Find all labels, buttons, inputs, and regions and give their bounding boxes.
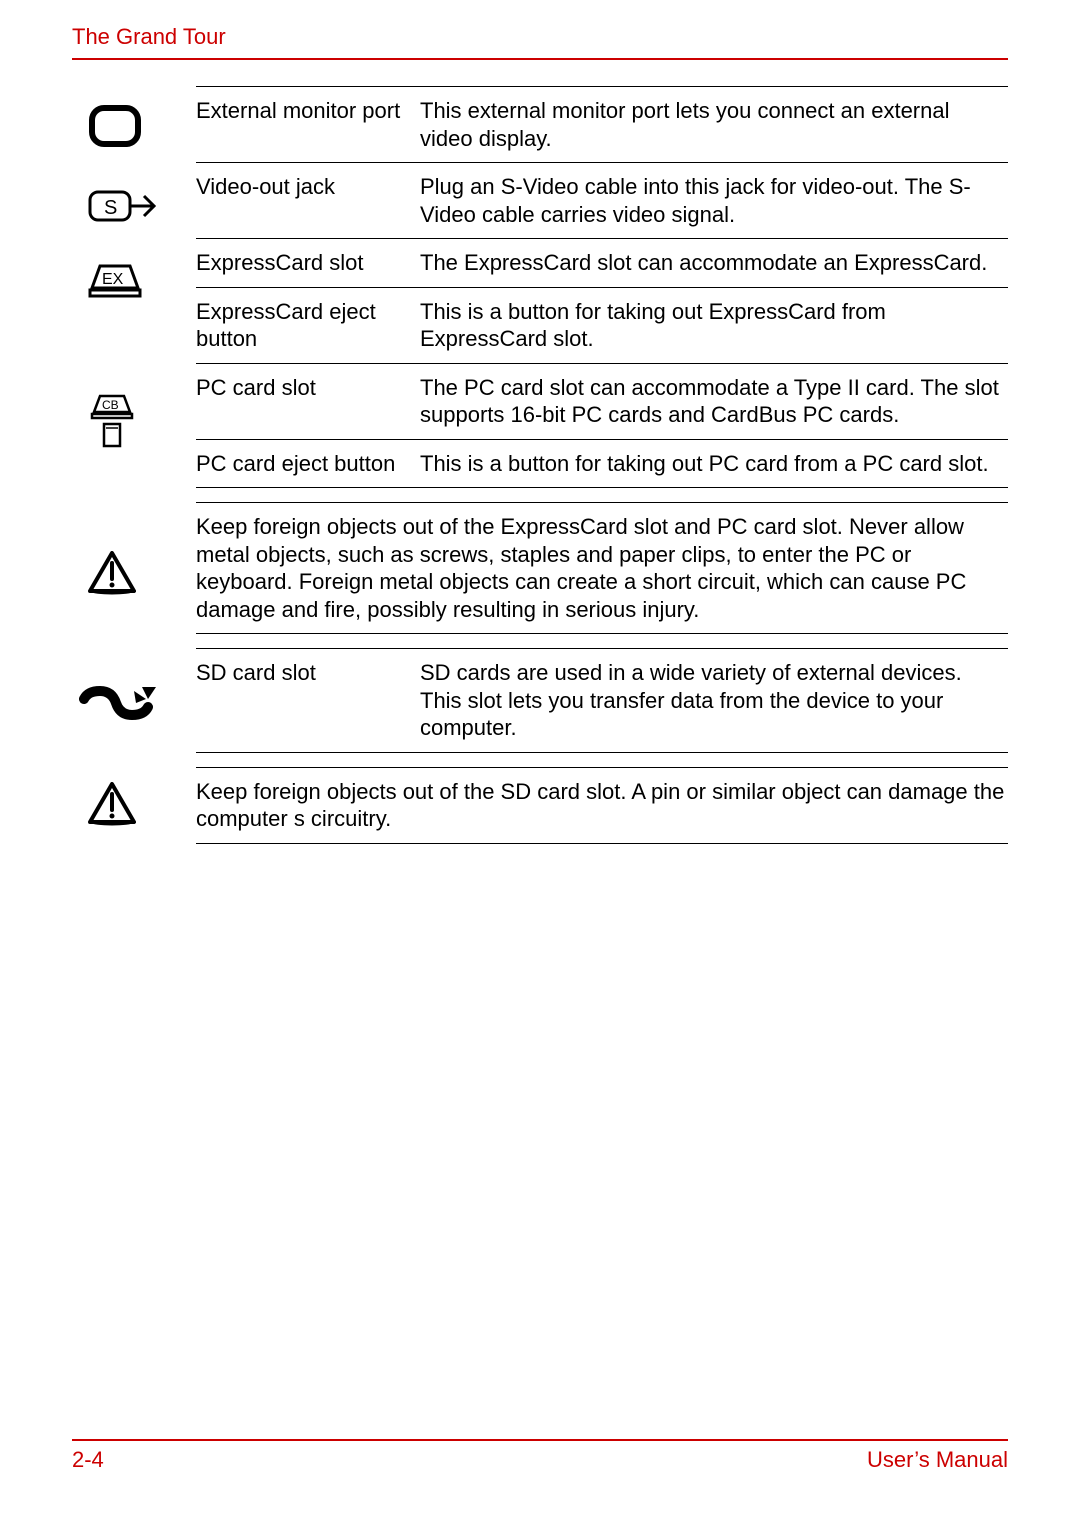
svg-text:S: S xyxy=(104,197,117,219)
caution-note: Keep foreign objects out of the SD card … xyxy=(196,767,1008,844)
description: Plug an S-Video cable into this jack for… xyxy=(420,173,1008,228)
expresscard-slot-icon: EX xyxy=(88,260,168,300)
term: ExpressCard slot xyxy=(196,249,420,277)
page-footer: 2-4 User’s Manual xyxy=(72,1439,1008,1473)
table-row: PC card eject button This is a button fo… xyxy=(196,439,1008,489)
term: PC card slot xyxy=(196,374,420,429)
description: This is a button for taking out PC card … xyxy=(420,450,1008,478)
document-title: User’s Manual xyxy=(867,1447,1008,1473)
term: PC card eject button xyxy=(196,450,420,478)
term: ExpressCard eject button xyxy=(196,298,420,353)
svg-text:CB: CB xyxy=(102,398,119,412)
description: This external monitor port lets you conn… xyxy=(420,97,1008,152)
page-header: The Grand Tour xyxy=(72,24,1008,60)
table-row: ExpressCard eject button This is a butto… xyxy=(196,287,1008,363)
svg-text:EX: EX xyxy=(102,271,124,288)
term: External monitor port xyxy=(196,97,420,152)
term: Video-out jack xyxy=(196,173,420,228)
svideo-out-icon: S xyxy=(88,186,168,226)
table-row: PC card slot The PC card slot can accomm… xyxy=(196,363,1008,439)
description: SD cards are used in a wide variety of e… xyxy=(420,659,1008,742)
external-monitor-icon xyxy=(88,104,168,148)
pc-card-slot-icon: CB xyxy=(88,392,168,450)
caution-icon xyxy=(88,551,168,595)
term: SD card slot xyxy=(196,659,420,742)
port-definitions-table: External monitor port This external moni… xyxy=(196,86,1008,844)
page-number: 2-4 xyxy=(72,1447,104,1473)
table-row: ExpressCard slot The ExpressCard slot ca… xyxy=(196,238,1008,287)
table-row: SD card slot SD cards are used in a wide… xyxy=(196,648,1008,753)
caution-icon xyxy=(88,782,168,826)
description: The PC card slot can accommodate a Type … xyxy=(420,374,1008,429)
table-row: External monitor port This external moni… xyxy=(196,86,1008,162)
description: The ExpressCard slot can accommodate an … xyxy=(420,249,1008,277)
table-row: Video-out jack Plug an S-Video cable int… xyxy=(196,162,1008,238)
description: This is a button for taking out ExpressC… xyxy=(420,298,1008,353)
sd-card-icon xyxy=(78,685,158,727)
caution-note: Keep foreign objects out of the ExpressC… xyxy=(196,502,1008,634)
